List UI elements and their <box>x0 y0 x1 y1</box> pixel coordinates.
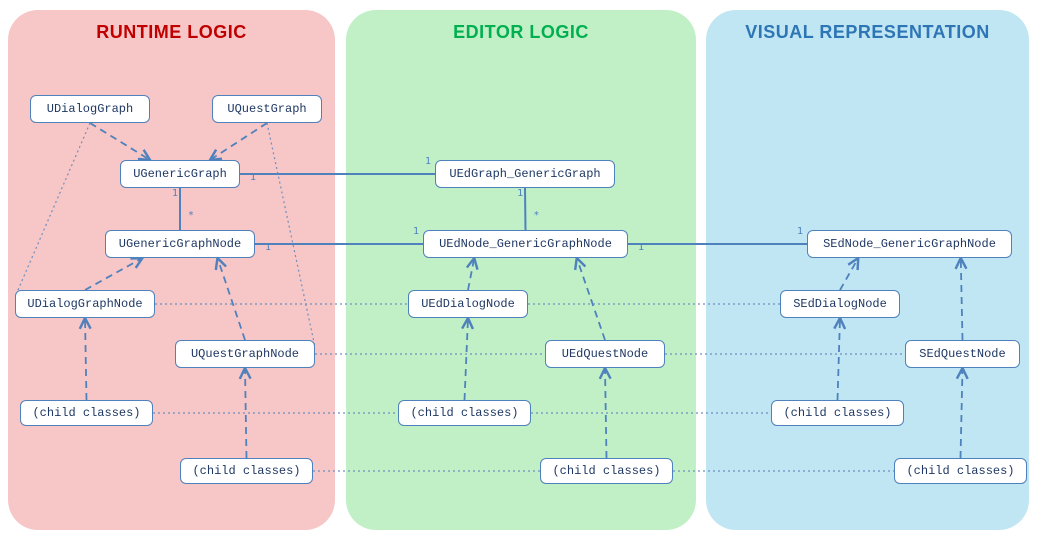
node-dlgGraph: UDialogGraph <box>30 95 150 123</box>
panel-title: RUNTIME LOGIC <box>8 22 335 43</box>
node-genericNode: UGenericGraphNode <box>105 230 255 258</box>
node-child3: (child classes) <box>398 400 531 426</box>
node-child4: (child classes) <box>540 458 673 484</box>
node-sedDlgNode: SEdDialogNode <box>780 290 900 318</box>
node-questNode: UQuestGraphNode <box>175 340 315 368</box>
node-child1: (child classes) <box>20 400 153 426</box>
node-sedQuestNode: SEdQuestNode <box>905 340 1020 368</box>
node-child2: (child classes) <box>180 458 313 484</box>
node-dlgNode: UDialogGraphNode <box>15 290 155 318</box>
node-edDlgNode: UEdDialogNode <box>408 290 528 318</box>
node-questGraph: UQuestGraph <box>212 95 322 123</box>
node-edGraph: UEdGraph_GenericGraph <box>435 160 615 188</box>
node-child6: (child classes) <box>894 458 1027 484</box>
panel-p1: RUNTIME LOGIC <box>8 10 335 530</box>
node-edNode: UEdNode_GenericGraphNode <box>423 230 628 258</box>
panel-p3: VISUAL REPRESENTATION <box>706 10 1029 530</box>
panel-title: VISUAL REPRESENTATION <box>706 22 1029 43</box>
node-edQuestNode: UEdQuestNode <box>545 340 665 368</box>
node-child5: (child classes) <box>771 400 904 426</box>
panel-title: EDITOR LOGIC <box>346 22 696 43</box>
node-sedNode: SEdNode_GenericGraphNode <box>807 230 1012 258</box>
node-genericGraph: UGenericGraph <box>120 160 240 188</box>
panel-p2: EDITOR LOGIC <box>346 10 696 530</box>
